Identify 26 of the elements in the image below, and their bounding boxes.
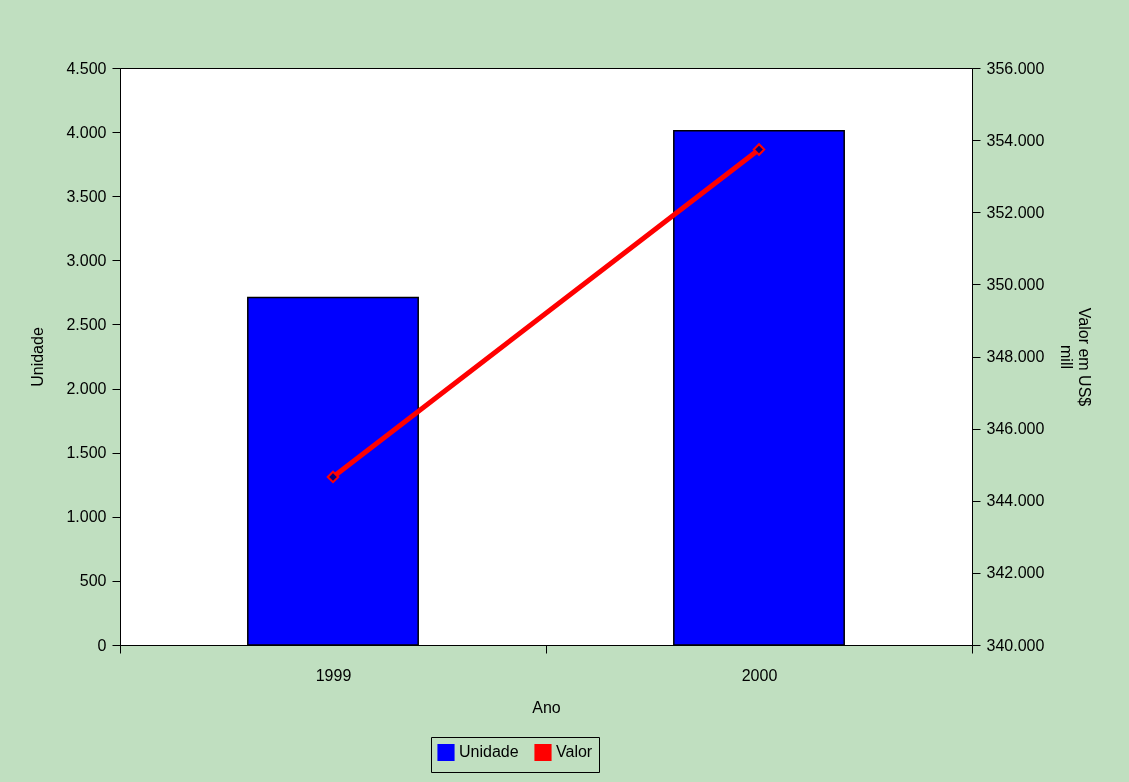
y2-tick-label: 356.000 [986, 59, 1045, 77]
y-tick-label: 4.500 [66, 59, 107, 77]
y-tick-label: 3.000 [66, 251, 107, 269]
x-tick-label: 1999 [315, 666, 352, 684]
y-tick-label: 500 [79, 572, 107, 590]
x-axis-title: Ano [532, 698, 561, 716]
y-tick-label: 2.500 [66, 315, 107, 333]
y2-tick-label: 352.000 [986, 203, 1045, 221]
y-tick-label: 1.500 [66, 444, 107, 462]
y2-tick-label: 340.000 [986, 636, 1045, 654]
y2-tick-label: 350.000 [986, 275, 1045, 293]
y-tick-label: 3.500 [66, 187, 107, 205]
legend-label: Unidade [459, 743, 519, 761]
y-tick-label: 1.000 [66, 508, 107, 526]
y-tick-label: 2.000 [66, 380, 107, 398]
y2-tick-label: 348.000 [986, 348, 1045, 365]
y-axis-title: Unidade [29, 327, 47, 387]
y2-axis-title: Valor em US$ mill [1058, 307, 1094, 407]
legend-label: Valor [556, 743, 593, 761]
y2-tick-label: 342.000 [986, 564, 1045, 582]
y-tick-label: 4.000 [66, 123, 107, 141]
y2-tick-label: 354.000 [986, 131, 1045, 149]
y2-tick-label: 346.000 [986, 420, 1045, 438]
x-tick-label: 2000 [741, 666, 778, 684]
y2-tick-label: 344.000 [986, 492, 1045, 510]
y-tick-label: 0 [97, 636, 107, 654]
